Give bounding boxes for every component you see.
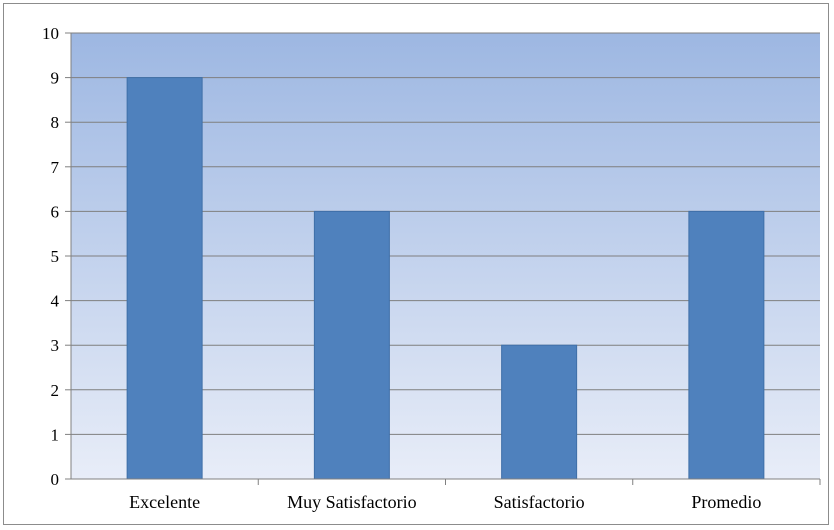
bar-satisfactorio — [501, 344, 578, 480]
bar-excelente — [126, 77, 203, 480]
x-category-labels: Excelente Muy Satisfactorio Satisfactorio P… — [129, 492, 761, 512]
y-tick-label: 7 — [51, 158, 60, 177]
y-tick-label: 8 — [51, 113, 60, 132]
y-tick-label: 3 — [51, 336, 60, 355]
y-tick-labels: 0 1 2 3 4 5 6 7 8 9 10 — [42, 24, 60, 489]
y-tick-label: 4 — [51, 292, 60, 311]
y-tick-label: 1 — [51, 425, 60, 444]
y-tick-label: 10 — [42, 24, 59, 43]
x-category-label: Muy Satisfactorio — [287, 492, 416, 512]
y-tick-label: 0 — [51, 470, 60, 489]
bar-muy-satisfactorio — [313, 210, 390, 480]
x-category-label: Excelente — [129, 492, 200, 512]
y-tick-label: 5 — [51, 247, 60, 266]
bars — [126, 77, 765, 480]
x-category-label: Promedio — [691, 492, 761, 512]
axes — [65, 32, 821, 485]
y-tick-label: 2 — [51, 381, 60, 400]
bar-promedio — [688, 210, 765, 480]
y-tick-label: 6 — [51, 202, 60, 221]
y-tick-label: 9 — [51, 69, 60, 88]
x-category-label: Satisfactorio — [494, 492, 585, 512]
